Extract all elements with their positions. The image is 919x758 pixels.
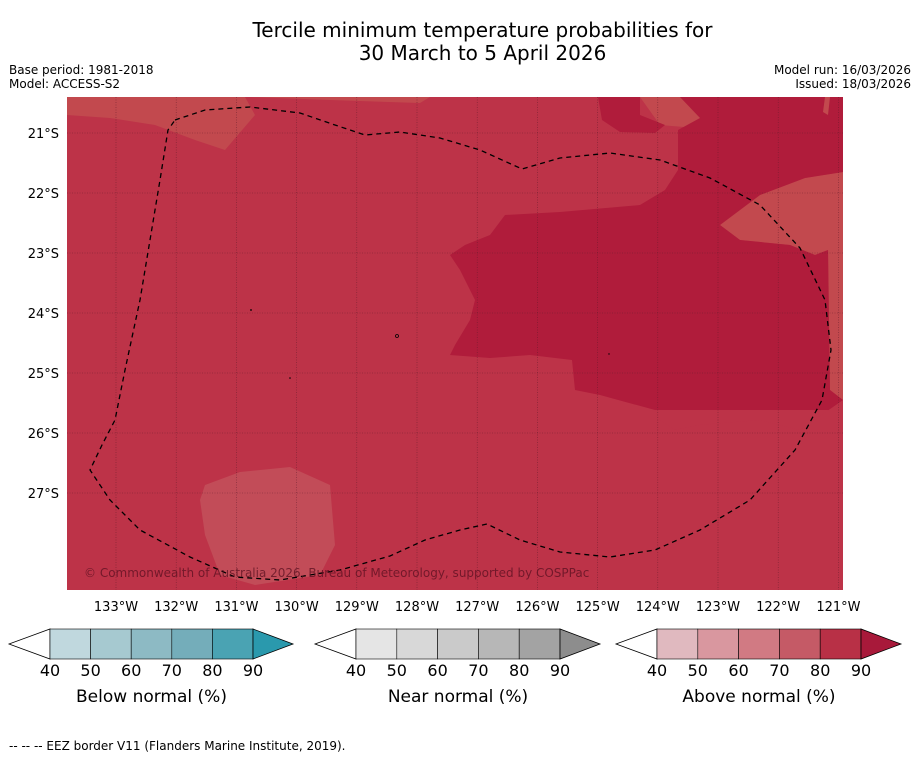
colorbar-under-arrow — [7, 628, 51, 660]
light-region-east — [720, 172, 843, 400]
colorbar-tick: 80 — [509, 661, 529, 680]
colorbar-tick: 50 — [80, 661, 100, 680]
colorbar-segment — [819, 628, 862, 660]
colorbar-segment — [779, 628, 821, 660]
lat-label: 26°S — [28, 427, 59, 442]
colorbar-segment — [171, 628, 213, 660]
base-period-text: Base period: 1981-2018 — [9, 63, 154, 77]
colorbar-2: 40 50 60 70 80 90 Above normal (%) — [614, 628, 903, 707]
colorbar-label: Near normal (%) — [388, 687, 528, 707]
colorbar-segment — [90, 628, 132, 660]
colorbar-label: Above normal (%) — [682, 687, 835, 707]
colorbar-tick: 60 — [728, 661, 748, 680]
colorbar-segment — [738, 628, 780, 660]
lon-label: 131°W — [214, 600, 258, 615]
colorbar-segment — [437, 628, 479, 660]
lat-label: 23°S — [28, 247, 59, 262]
colorbar-tick: 90 — [550, 661, 570, 680]
model-text: Model: ACCESS-S2 — [9, 77, 121, 91]
lon-label: 130°W — [275, 600, 319, 615]
base-region-se-edge — [640, 400, 843, 430]
colorbars: 40 50 60 70 80 90 Below normal (%) 40 50 60 70 80 90… — [7, 628, 903, 707]
title-line-2: 30 March to 5 April 2026 — [358, 41, 607, 65]
lon-label: 121°W — [816, 600, 860, 615]
colorbar-under-arrow — [614, 628, 658, 660]
colorbar-tick: 50 — [688, 661, 708, 680]
lon-label: 124°W — [636, 600, 680, 615]
light-region-n — [250, 97, 430, 103]
light-region-nw — [67, 97, 255, 150]
colorbar-over-arrow — [252, 628, 295, 660]
light-sliver-ne — [823, 97, 830, 115]
island-mark-2 — [395, 334, 399, 338]
title-line-1: Tercile minimum temperature probabilitie… — [252, 18, 713, 42]
colorbar-under-arrow — [313, 628, 357, 660]
island-mark-1 — [250, 309, 252, 311]
dark-region-north — [598, 97, 665, 133]
colorbar-segment — [396, 628, 438, 660]
copyright-text: © Commonwealth of Australia 2026, Bureau… — [84, 566, 589, 580]
meta-left: Base period: 1981-2018 Model: ACCESS-S2 — [9, 63, 154, 91]
colorbar-tick: 40 — [40, 661, 60, 680]
lon-label: 123°W — [696, 600, 740, 615]
lon-label: 125°W — [576, 600, 620, 615]
colorbar-tick: 70 — [468, 661, 488, 680]
colorbar-segment — [697, 628, 739, 660]
eez-border-line — [89, 106, 832, 581]
dark-region-east — [450, 97, 843, 590]
lat-label: 22°S — [28, 187, 59, 202]
meta-right: Model run: 16/03/2026 Issued: 18/03/2026 — [774, 63, 911, 91]
colorbar-label: Below normal (%) — [76, 687, 227, 707]
colorbar-1: 40 50 60 70 80 90 Near normal (%) — [313, 628, 602, 707]
model-run-text: Model run: 16/03/2026 — [773, 63, 911, 77]
colorbar-segment — [355, 628, 398, 660]
issued-text: Issued: 18/03/2026 — [795, 77, 911, 91]
island-mark-3 — [289, 377, 291, 379]
colorbar-over-arrow — [559, 628, 602, 660]
lon-label: 129°W — [335, 600, 379, 615]
colorbar-tick: 40 — [346, 661, 366, 680]
colorbar-over-arrow — [860, 628, 903, 660]
longitude-labels: 133°W 132°W 131°W 130°W 129°W 128°W 127°W 126°W… — [94, 600, 861, 615]
latitude-labels: 21°S 22°S 23°S 24°S 25°S 26°S 27°S — [28, 127, 59, 502]
lat-label: 27°S — [28, 487, 59, 502]
map-area[interactable] — [67, 97, 843, 590]
colorbar-segment — [656, 628, 699, 660]
island-mark-4 — [608, 353, 610, 355]
colorbar-tick: 80 — [202, 661, 222, 680]
colorbar-segment — [478, 628, 520, 660]
footer-attribution: -- -- -- EEZ border V11 (Flanders Marine… — [9, 739, 346, 753]
colorbar-tick: 60 — [121, 661, 141, 680]
colorbar-tick: 90 — [243, 661, 263, 680]
colorbar-0: 40 50 60 70 80 90 Below normal (%) — [7, 628, 295, 707]
colorbar-tick: 90 — [851, 661, 871, 680]
lon-label: 132°W — [154, 600, 198, 615]
lat-label: 25°S — [28, 367, 59, 382]
colorbar-segment — [49, 628, 91, 660]
colorbar-tick: 70 — [162, 661, 182, 680]
map-title: Tercile minimum temperature probabilitie… — [0, 19, 919, 65]
lat-label: 21°S — [28, 127, 59, 142]
colorbar-tick: 50 — [387, 661, 407, 680]
lon-label: 128°W — [395, 600, 439, 615]
gridlines — [67, 97, 843, 590]
colorbar-segment — [212, 628, 254, 660]
lon-label: 133°W — [94, 600, 138, 615]
colorbar-tick: 60 — [427, 661, 447, 680]
colorbar-segment — [130, 628, 173, 660]
colorbar-tick: 40 — [647, 661, 667, 680]
colorbar-tick: 70 — [769, 661, 789, 680]
light-region-south — [200, 467, 335, 585]
lon-label: 126°W — [515, 600, 559, 615]
lon-label: 127°W — [455, 600, 499, 615]
colorbar-tick: 80 — [810, 661, 830, 680]
lat-label: 24°S — [28, 307, 59, 322]
lon-label: 122°W — [756, 600, 800, 615]
base-region-se — [640, 410, 843, 590]
colorbar-segment — [518, 628, 561, 660]
